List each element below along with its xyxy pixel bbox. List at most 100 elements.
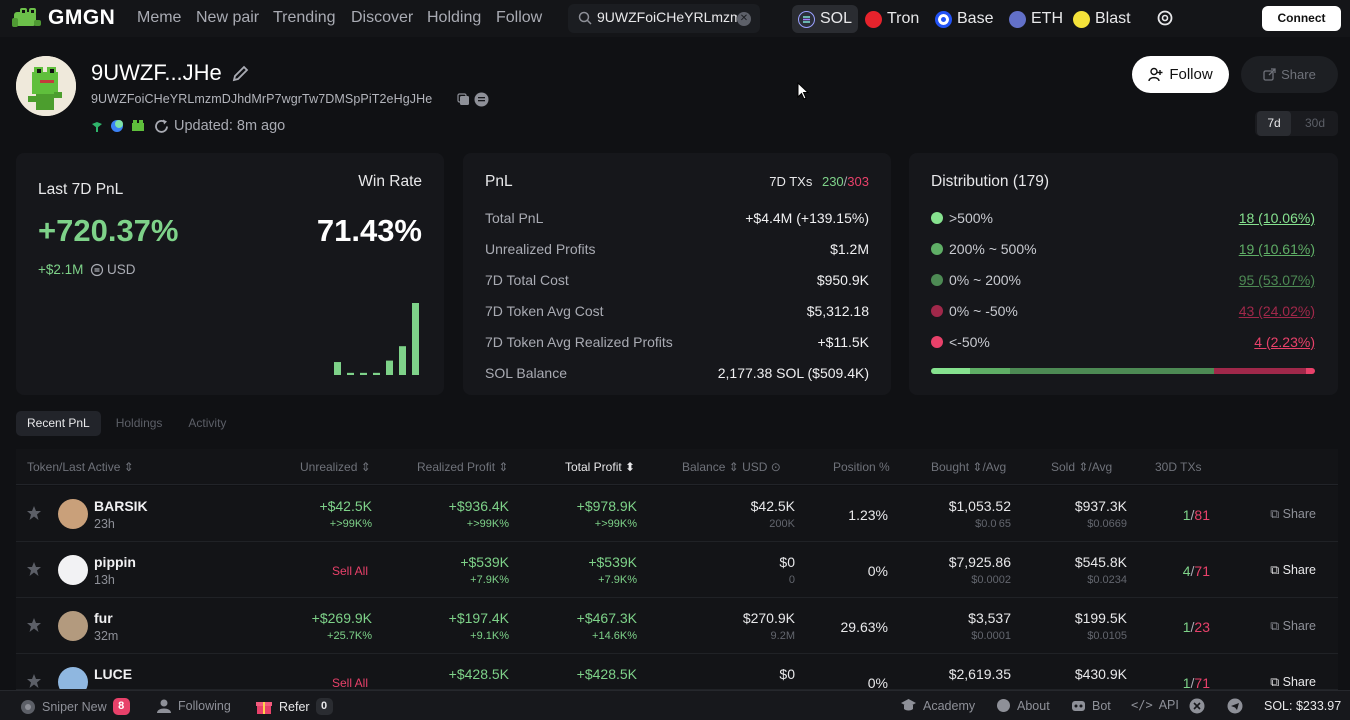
th-balance[interactable]: Balance ⇕ USD ⊙	[682, 460, 781, 474]
th-sold[interactable]: Sold ⇕/Avg	[1051, 460, 1113, 474]
blast-icon	[1073, 10, 1090, 28]
table-row[interactable]: BARSIK 23h +$42.5K +>99K% +$936.4K +>99K…	[16, 486, 1338, 542]
unrealized-value: +$42.5K	[319, 498, 372, 514]
last-7d-pnl-label: Last 7D PnL	[38, 181, 124, 198]
refer-button[interactable]: Refer 0	[255, 698, 333, 715]
academy-link[interactable]: Academy	[900, 698, 975, 713]
moon-tag-icon[interactable]	[110, 119, 124, 133]
nav-follow[interactable]: Follow	[496, 9, 543, 26]
bought-avg: $0.0002	[971, 574, 1011, 586]
api-label: API	[1158, 698, 1179, 712]
table-row[interactable]: fur 32m +$269.9K +25.7K% +$197.4K +9.1K%…	[16, 598, 1338, 654]
win-rate-label: Win Rate	[358, 173, 422, 190]
th-position[interactable]: Position %	[833, 460, 890, 474]
total-profit-pct: +14.6K%	[592, 630, 637, 642]
dist-label-neg50: <-50%	[949, 334, 990, 350]
row-share-button[interactable]: ⧉ Share	[1270, 507, 1316, 521]
nav-meme[interactable]: Meme	[137, 9, 182, 26]
distribution-title: Distribution (179)	[931, 173, 1050, 190]
th-bought[interactable]: Bought ⇕/Avg	[931, 460, 1007, 474]
period-7d[interactable]: 7d	[1257, 111, 1291, 136]
top-nav: GMGN Meme New pair Trending Discover Hol…	[0, 0, 1350, 37]
pnl-bar-6	[399, 346, 406, 375]
txs-sell-count: 303	[847, 174, 869, 189]
stat-total-pnl-value: +$4.4M (+139.15%)	[745, 210, 869, 226]
refer-label: Refer	[279, 699, 310, 714]
brand-name: GMGN	[48, 6, 116, 29]
share-profile-label: Share	[1281, 67, 1316, 82]
star-icon[interactable]	[26, 673, 42, 689]
row-share-button[interactable]: ⧉ Share	[1270, 563, 1316, 577]
period-30d[interactable]: 30d	[1304, 116, 1326, 130]
frog-tag-icon[interactable]	[130, 119, 146, 133]
token-name[interactable]: BARSIK	[94, 498, 148, 514]
chain-tron[interactable]: Tron	[859, 5, 925, 33]
th-30d-txs[interactable]: 30D TXs	[1155, 460, 1202, 474]
refresh-icon[interactable]	[153, 118, 170, 135]
star-icon[interactable]	[26, 505, 42, 526]
token-name[interactable]: pippin	[94, 554, 136, 570]
nav-holding[interactable]: Holding	[427, 9, 482, 26]
txs-label: 7D TXs	[769, 174, 813, 189]
x-twitter-icon[interactable]	[1189, 698, 1205, 714]
sold-avg: $0.0669	[1087, 518, 1127, 530]
unrealized-pct: +>99K%	[329, 518, 372, 530]
currency-toggle-icon[interactable]	[90, 263, 104, 277]
chain-base[interactable]: Base	[929, 5, 999, 33]
row-share-button[interactable]: ⧉ Share	[1270, 675, 1316, 689]
settings-gear-icon[interactable]	[1156, 9, 1174, 27]
dist-value-0-200[interactable]: 95 (53.07%)	[1238, 272, 1315, 288]
gift-icon	[256, 702, 272, 714]
stat-unrealized-label: Unrealized Profits	[485, 241, 596, 257]
tab-recent-pnl[interactable]: Recent PnL	[16, 411, 101, 436]
balance-value: $42.5K	[750, 498, 795, 514]
dist-value-200-500[interactable]: 19 (10.61%)	[1238, 241, 1315, 257]
sell-all-button[interactable]: Sell All	[332, 676, 369, 690]
edit-pencil-icon[interactable]	[231, 63, 251, 83]
search-input[interactable]	[597, 9, 737, 25]
telegram-icon[interactable]	[1227, 698, 1243, 714]
position-pct: 0%	[867, 675, 888, 690]
dist-value-neg50[interactable]: 4 (2.23%)	[1254, 334, 1315, 350]
api-link[interactable]: </> API	[1131, 698, 1179, 712]
sniper-new-button[interactable]: Sniper New 8	[20, 698, 130, 715]
dist-value-500[interactable]: 18 (10.06%)	[1238, 210, 1315, 226]
nav-trending[interactable]: Trending	[273, 9, 336, 26]
logo[interactable]: GMGN	[12, 6, 115, 30]
plant-tag-icon[interactable]	[90, 119, 104, 133]
token-name[interactable]: fur	[94, 610, 113, 626]
about-link[interactable]: About	[996, 698, 1050, 713]
nav-new-pair[interactable]: New pair	[196, 9, 260, 26]
distribution-segment-5	[1306, 368, 1315, 374]
star-icon[interactable]	[26, 617, 42, 638]
dist-value-0-neg50[interactable]: 43 (24.02%)	[1238, 303, 1315, 319]
tab-activity[interactable]: Activity	[188, 416, 227, 430]
nav-discover[interactable]: Discover	[351, 9, 414, 26]
chain-eth[interactable]: ETH	[1003, 5, 1069, 33]
tab-holdings[interactable]: Holdings	[115, 416, 163, 430]
chain-sol[interactable]: SOL	[792, 5, 859, 33]
share-profile-button[interactable]: Share	[1241, 56, 1338, 93]
sell-all-button[interactable]: Sell All	[332, 564, 369, 578]
clear-search-icon[interactable]: ✕	[737, 12, 751, 26]
chain-base-label: Base	[957, 10, 994, 27]
following-button[interactable]: Following	[156, 698, 231, 714]
copy-icon[interactable]	[457, 93, 470, 106]
th-total-profit[interactable]: Total Profit ⬍	[565, 460, 636, 474]
star-icon[interactable]	[26, 561, 42, 582]
bot-link[interactable]: Bot	[1071, 698, 1111, 713]
chain-blast[interactable]: Blast	[1067, 5, 1137, 33]
th-unrealized[interactable]: Unrealized ⇕	[300, 460, 371, 474]
pnl-bar-1	[334, 362, 341, 375]
row-share-button[interactable]: ⧉ Share	[1270, 619, 1316, 633]
txs-separator: /	[843, 174, 848, 189]
th-token[interactable]: Token/Last Active ⇕	[27, 460, 134, 474]
follow-button[interactable]: Follow	[1132, 56, 1229, 93]
table-row[interactable]: LUCE Sell All +$428.5K +$428.5K $0 0% $2…	[16, 654, 1338, 690]
table-row[interactable]: pippin 13h Sell All +$539K +7.9K% +$539K…	[16, 542, 1338, 598]
connect-button[interactable]: Connect	[1262, 6, 1341, 31]
token-name[interactable]: LUCE	[94, 666, 133, 682]
position-pct: 1.23%	[848, 507, 888, 523]
qr-code-icon[interactable]	[474, 92, 489, 107]
th-realized[interactable]: Realized Profit ⇕	[417, 460, 509, 474]
